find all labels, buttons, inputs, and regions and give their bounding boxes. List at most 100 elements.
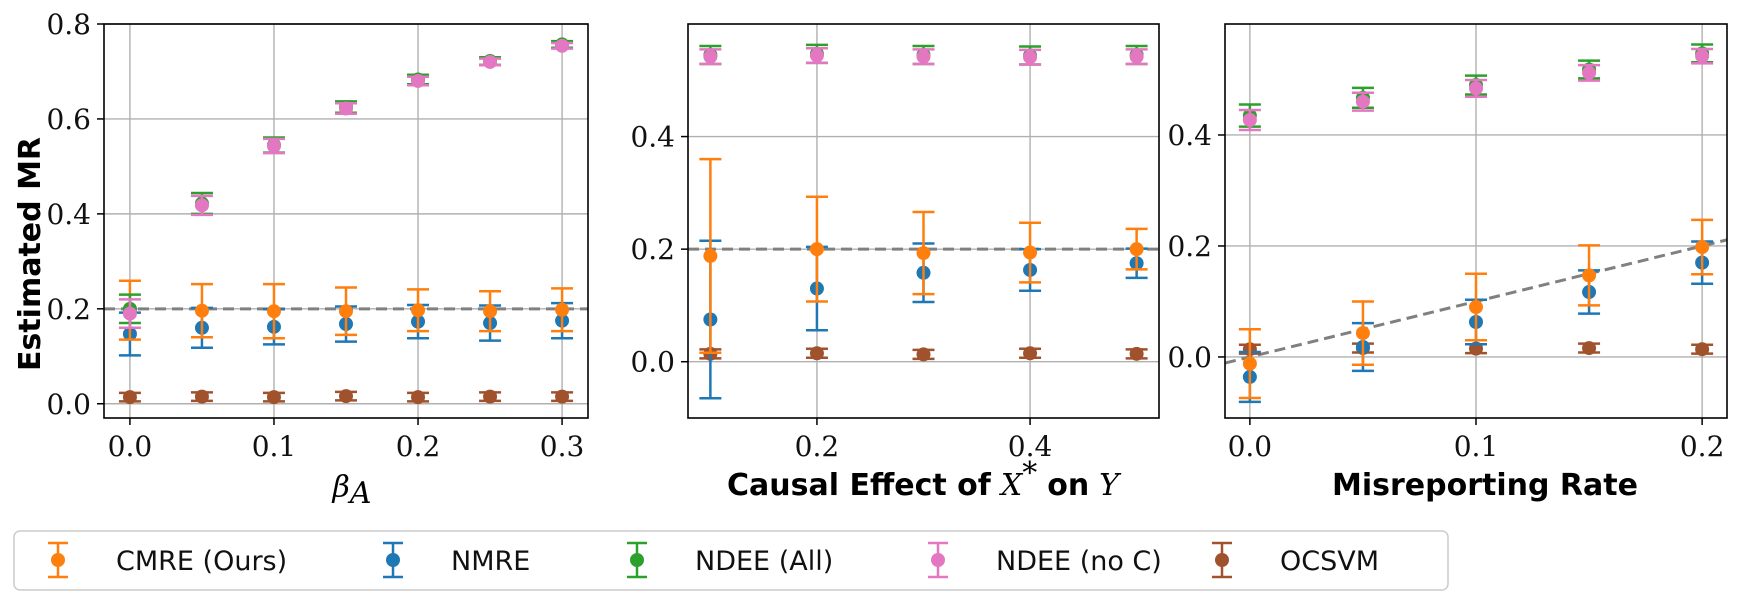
axes-frame: [687, 23, 1160, 419]
x-axis-label-left: βA: [331, 470, 371, 511]
data-point: [194, 389, 209, 404]
legend-label: NDEE (All): [695, 546, 833, 577]
legend-marker: [1215, 553, 1229, 567]
series-ndee-no-c: [1238, 47, 1714, 132]
series-cmre-ours: [699, 157, 1148, 354]
data-point: [555, 389, 570, 404]
legend-label: NMRE: [451, 546, 530, 577]
data-point: [1023, 346, 1038, 361]
legend-label: OCSVM: [1280, 546, 1379, 577]
x-label-mid-prefix: Causal Effect of: [727, 468, 992, 503]
x-tick-label: 0.2: [1680, 430, 1725, 463]
y-tick-label: 0.4: [46, 198, 91, 231]
x-label-left-symbol: β: [331, 470, 349, 505]
data-point: [1582, 341, 1597, 356]
data-point: [1023, 50, 1038, 65]
legend-frame: [13, 530, 1449, 591]
series-cmre-ours: [118, 279, 574, 341]
y-tick-label: 0.2: [630, 233, 675, 266]
data-point: [1695, 342, 1710, 357]
legend-label: CMRE (Ours): [116, 546, 287, 577]
data-point: [916, 49, 931, 64]
x-tick-label: 0.3: [540, 430, 585, 463]
legend-item: NDEE (no C): [928, 541, 1162, 579]
series-ndee-all: [118, 37, 574, 325]
panel-misreporting-rate: 0.0 0.1 0.2 0.0 0.2 0.4: [1167, 23, 1728, 463]
data-point: [411, 390, 426, 405]
data-point: [703, 49, 718, 64]
legend-marker: [931, 553, 945, 567]
data-point: [1023, 245, 1038, 260]
data-point: [194, 303, 209, 318]
legend-marker: [51, 553, 65, 567]
data-point: [1129, 242, 1144, 257]
data-point: [411, 303, 426, 318]
x-label-mid-var: X: [999, 468, 1024, 503]
x-label-left-subscript: A: [347, 476, 372, 511]
y-tick-label: 0.4: [630, 121, 675, 154]
data-point: [122, 390, 137, 405]
data-point: [1469, 81, 1483, 96]
data-point: [555, 38, 570, 53]
series-ndee-no-c: [118, 38, 574, 330]
data-point: [339, 101, 353, 116]
x-axis-label-middle: Causal Effect of X* on Y: [727, 456, 1122, 503]
data-point: [809, 242, 824, 257]
x-tick-label: 0.1: [1454, 430, 1499, 463]
data-point: [916, 347, 931, 362]
y-tick-label: 0.2: [1167, 230, 1212, 263]
x-tick-label: 0.0: [1228, 430, 1273, 463]
data-point: [122, 306, 137, 321]
series-ocsvm: [118, 389, 574, 405]
legend-item: CMRE (Ours): [48, 541, 287, 579]
data-point: [483, 304, 498, 319]
data-point: [411, 73, 426, 88]
data-point: [483, 54, 498, 69]
data-point: [1355, 94, 1370, 109]
data-point: [266, 390, 281, 405]
data-point: [1129, 49, 1144, 64]
x-tick-label: 0.2: [795, 430, 840, 463]
data-point: [266, 138, 281, 153]
x-tick-label: 0.4: [1008, 430, 1053, 463]
data-point: [1355, 326, 1370, 341]
x-tick-label: 0.1: [252, 430, 297, 463]
legend-items: CMRE (Ours) NMRE NDEE (All) NDEE (no C) OCSV…: [48, 541, 1379, 579]
data-point: [703, 248, 718, 263]
legend-marker: [386, 553, 400, 567]
axes-frame: [103, 23, 589, 419]
data-point: [339, 304, 353, 319]
data-point: [483, 389, 498, 404]
data-point: [1242, 113, 1257, 128]
x-tick-label: 0.2: [396, 430, 441, 463]
legend-item: NDEE (All): [627, 541, 833, 579]
y-tick-label: 0.0: [1167, 341, 1212, 374]
legend: CMRE (Ours) NMRE NDEE (All) NDEE (no C) OCSV…: [13, 530, 1449, 591]
data-point: [1129, 346, 1144, 361]
data-point: [1242, 356, 1257, 371]
legend-item: NMRE: [383, 541, 530, 579]
y-tick-label: 0.2: [46, 293, 91, 326]
data-point: [555, 302, 570, 317]
data-point: [266, 304, 281, 319]
data-point: [916, 246, 931, 261]
panel-causal-effect: 0.2 0.4 0.0 0.2 0.4: [630, 23, 1160, 463]
panel-beta-a: 0.0 0.1 0.2 0.3 0.0 0.2 0.4 0.6 0.8: [46, 8, 589, 463]
y-tick-label: 0.6: [46, 103, 91, 136]
y-axis-label: Estimated MR: [13, 137, 48, 371]
legend-item: OCSVM: [1212, 541, 1379, 579]
data-point: [1469, 300, 1483, 315]
data-point: [809, 346, 824, 361]
series-ndee-no-c: [699, 46, 1148, 66]
data-point: [1695, 240, 1710, 255]
y-tick-label: 0.0: [630, 346, 675, 379]
data-point: [1582, 65, 1597, 80]
y-tick-label: 0.4: [1167, 119, 1212, 152]
x-label-mid-on: on: [1047, 468, 1089, 503]
x-axis-label-right: Misreporting Rate: [1332, 468, 1638, 503]
legend-marker: [630, 553, 644, 567]
y-tick-label: 0.8: [46, 8, 91, 41]
series-ocsvm: [699, 346, 1148, 362]
data-point: [339, 389, 353, 404]
